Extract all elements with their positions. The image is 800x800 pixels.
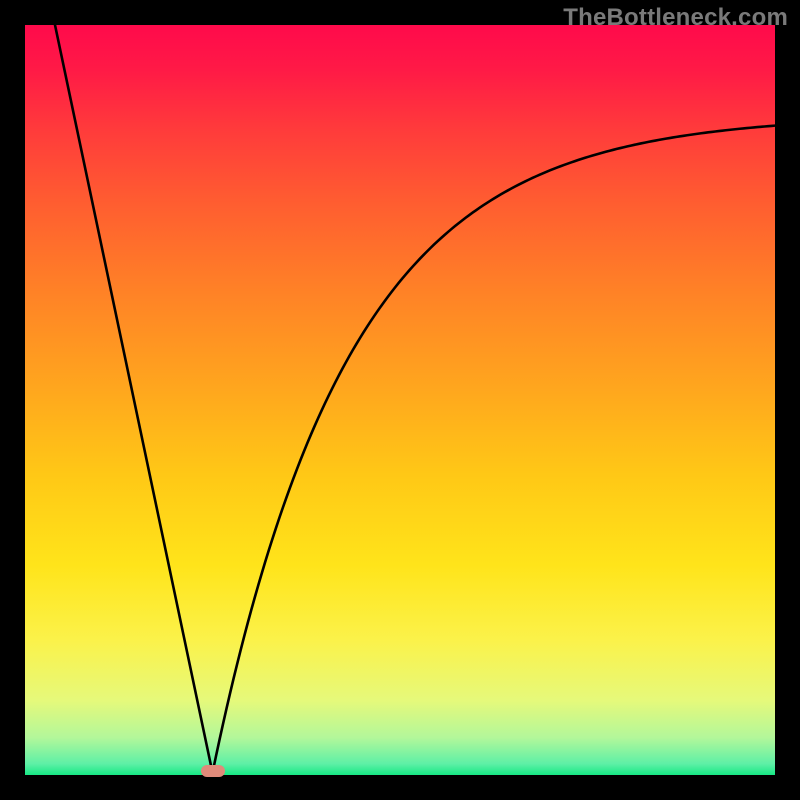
optimum-marker: [201, 765, 225, 777]
chart-container: TheBottleneck.com: [0, 0, 800, 800]
plot-area: [25, 25, 775, 775]
gradient-background: [25, 25, 775, 775]
watermark-text: TheBottleneck.com: [563, 4, 788, 32]
